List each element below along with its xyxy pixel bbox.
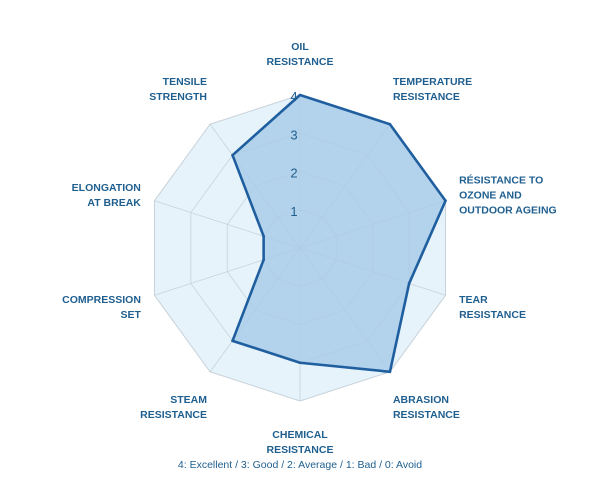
axis-label-4: ABRASION RESISTANCE	[393, 394, 460, 421]
axis-label-line: RESISTANCE	[267, 444, 334, 456]
legend-text: 4: Excellent / 3: Good / 2: Average / 1:…	[178, 459, 422, 471]
axis-label-line: AT BREAK	[87, 197, 141, 209]
axis-label-9: TENSILE STRENGTH	[149, 76, 207, 103]
data-point-8	[262, 234, 265, 238]
axis-label-5: CHEMICAL RESISTANCE	[267, 429, 334, 456]
data-point-4	[388, 370, 392, 374]
data-point-0	[298, 93, 302, 97]
axis-label-line: OIL	[291, 41, 309, 53]
tick-label-4: 4	[290, 89, 297, 104]
data-point-2	[444, 199, 447, 203]
axis-label-line: ELONGATION	[72, 182, 141, 194]
axis-label-8: ELONGATION AT BREAK	[72, 182, 142, 209]
axis-label-2: RÉSISTANCE TO OZONE AND OUTDOOR AGEING	[459, 173, 557, 216]
axis-label-line: STEAM	[170, 394, 207, 406]
series-layer	[231, 93, 447, 374]
axis-label-line: OZONE AND	[459, 189, 522, 201]
axis-label-line: RESISTANCE	[459, 309, 526, 321]
tick-labels: 1 2 3 4	[290, 89, 297, 219]
axis-label-0: OIL RESISTANCE	[267, 41, 334, 68]
tick-label-3: 3	[290, 127, 297, 142]
axis-label-line: ABRASION	[393, 394, 449, 406]
tick-label-2: 2	[290, 166, 297, 181]
data-point-5	[298, 361, 302, 365]
data-point-1	[388, 122, 392, 126]
data-point-7	[262, 258, 265, 262]
axis-label-line: STRENGTH	[149, 91, 207, 103]
axis-label-line: RÉSISTANCE TO	[459, 173, 543, 186]
axis-labels: OIL RESISTANCE TEMPERATURE RESISTANCE RÉSIST…	[62, 41, 557, 456]
tick-label-1: 1	[290, 204, 297, 219]
data-point-3	[407, 282, 411, 285]
axis-label-line: RESISTANCE	[393, 91, 460, 103]
axis-label-1: TEMPERATURE RESISTANCE	[393, 76, 472, 103]
axis-label-7: COMPRESSION SET	[62, 294, 141, 321]
data-point-9	[231, 153, 234, 157]
axis-label-line: TEAR	[459, 294, 488, 306]
axis-label-3: TEAR RESISTANCE	[459, 294, 526, 321]
axis-label-line: OUTDOOR AGEING	[459, 204, 557, 216]
data-point-6	[231, 339, 234, 343]
axis-label-line: SET	[120, 309, 141, 321]
axis-label-line: TENSILE	[163, 76, 207, 88]
axis-label-6: STEAM RESISTANCE	[140, 394, 207, 421]
axis-label-line: CHEMICAL	[272, 429, 328, 441]
axis-label-line: RESISTANCE	[267, 56, 334, 68]
axis-label-line: RESISTANCE	[140, 409, 207, 421]
axis-label-line: COMPRESSION	[62, 294, 141, 306]
axis-label-line: RESISTANCE	[393, 409, 460, 421]
axis-label-line: TEMPERATURE	[393, 76, 472, 88]
